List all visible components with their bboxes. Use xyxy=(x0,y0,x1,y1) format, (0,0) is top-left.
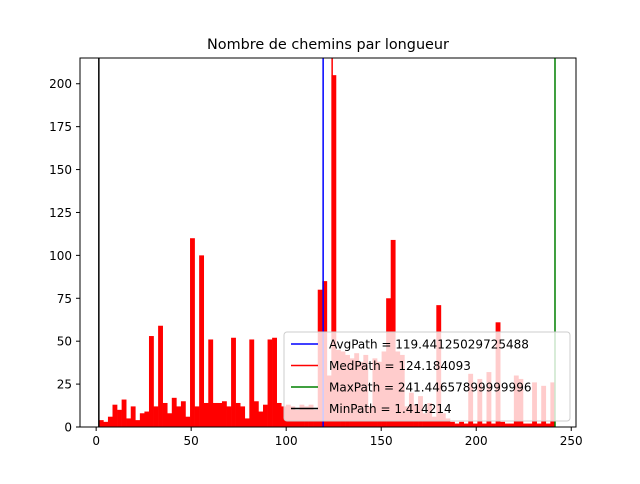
histogram-bar xyxy=(121,399,127,427)
y-tick-label: 75 xyxy=(57,292,72,306)
histogram-bar xyxy=(267,339,273,427)
histogram-bar xyxy=(217,402,223,427)
histogram-bar xyxy=(103,421,109,427)
histogram-bar xyxy=(253,401,259,427)
y-tick-label: 25 xyxy=(57,378,72,392)
histogram-bar xyxy=(126,418,132,427)
histogram-bar xyxy=(144,411,150,427)
y-tick-label: 125 xyxy=(49,206,72,220)
y-tick-label: 175 xyxy=(49,120,72,134)
histogram-bar xyxy=(208,339,214,427)
histogram-bar xyxy=(194,406,200,427)
y-tick-label: 150 xyxy=(49,163,72,177)
plot-frame xyxy=(79,57,577,428)
legend-label-avgpath: AvgPath = 119.44125029725488 xyxy=(329,338,529,352)
x-tick-label: 200 xyxy=(465,434,488,448)
histogram-bar xyxy=(235,402,241,427)
x-tick-label: 0 xyxy=(92,434,100,448)
histogram-bar xyxy=(221,401,227,427)
histogram-bar xyxy=(504,423,510,427)
histogram-bar xyxy=(454,423,460,427)
histogram-bar xyxy=(545,423,551,427)
histogram-bar xyxy=(231,337,236,427)
chart-title: Nombre de chemins par longueur xyxy=(207,37,449,53)
histogram-bar xyxy=(276,402,282,427)
histogram-bar xyxy=(171,397,177,427)
y-tick-label: 200 xyxy=(49,77,72,91)
x-tick-label: 150 xyxy=(370,434,393,448)
histogram-bar xyxy=(244,418,250,427)
histogram-bar xyxy=(491,423,496,427)
histogram-bar xyxy=(463,423,469,427)
histogram-bar xyxy=(130,406,136,427)
legend: AvgPath = 119.44125029725488 MedPath = 12… xyxy=(283,331,571,422)
histogram-bar xyxy=(450,421,455,427)
x-tick-label: 100 xyxy=(275,434,298,448)
histogram-bar xyxy=(272,337,277,427)
histogram-bar xyxy=(536,423,542,427)
histogram-bar xyxy=(158,325,163,427)
y-tick-label: 50 xyxy=(57,335,72,349)
histogram-bar xyxy=(162,402,168,427)
histogram-bar xyxy=(107,416,113,427)
histogram-bar xyxy=(459,421,464,427)
histogram-bar xyxy=(472,423,478,427)
histogram-bar xyxy=(203,402,209,427)
histogram-bar xyxy=(112,404,118,427)
histogram-bar xyxy=(148,336,154,427)
histogram-bar xyxy=(431,416,437,427)
x-tick-label: 50 xyxy=(184,434,199,448)
legend-label-maxpath: MaxPath = 241.44657899999996 xyxy=(329,381,531,395)
histogram-bar xyxy=(117,409,122,427)
histogram-bar xyxy=(176,406,182,427)
histogram-bar xyxy=(153,406,159,427)
y-tick-label: 0 xyxy=(64,421,72,435)
histogram-bar xyxy=(500,421,506,427)
histogram-bar xyxy=(226,406,232,427)
histogram-bar xyxy=(249,339,255,427)
histogram-bar xyxy=(180,401,186,427)
histogram-bar xyxy=(331,75,337,427)
histogram-bar xyxy=(481,423,487,427)
histogram-bar xyxy=(240,406,246,427)
axes-group: 0 50 100 150 200 250 0 25 50 75 100 125 150 175 200 xyxy=(49,57,583,448)
histogram-bar xyxy=(139,413,145,427)
histogram-bar xyxy=(522,423,528,427)
histogram-bar xyxy=(167,413,173,427)
legend-label-medpath: MedPath = 124.184093 xyxy=(329,359,471,373)
histogram-bar xyxy=(135,420,141,427)
histogram-bar xyxy=(212,402,218,427)
x-tick-label: 250 xyxy=(560,434,583,448)
legend-label-minpath: MinPath = 1.414214 xyxy=(329,402,452,416)
histogram-bar xyxy=(258,411,264,427)
y-tick-label: 100 xyxy=(49,249,72,263)
legend-box xyxy=(283,331,571,422)
histogram-bar xyxy=(509,423,515,427)
histogram-bar xyxy=(445,418,451,427)
histogram-bar xyxy=(263,404,268,427)
histogram-bar xyxy=(190,238,195,427)
histogram-bar xyxy=(185,416,191,427)
histogram-bar xyxy=(199,255,205,427)
histogram-bar xyxy=(527,423,533,427)
histogram-bar xyxy=(98,420,104,427)
